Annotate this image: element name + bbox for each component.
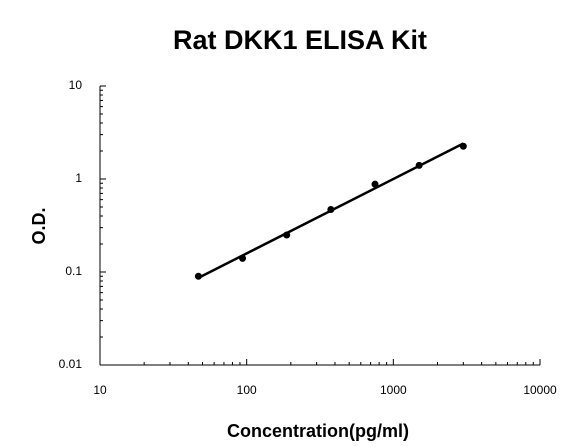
data-point: [283, 231, 291, 239]
data-point: [327, 205, 335, 213]
y-tick-label: 0.1: [65, 264, 82, 278]
data-point: [415, 161, 423, 169]
x-tick-label: 1000: [380, 383, 407, 397]
y-tick-label: 1: [75, 171, 82, 185]
y-tick-label: 0.01: [59, 357, 83, 371]
data-point: [459, 142, 467, 150]
x-axis-title: Concentration(pg/ml): [227, 421, 409, 441]
chart-title: Rat DKK1 ELISA Kit: [173, 25, 427, 55]
data-point: [239, 254, 247, 262]
x-tick-label: 10: [93, 383, 107, 397]
y-axis-title: O.D.: [29, 207, 49, 244]
y-tick-label: 10: [69, 78, 83, 92]
data-point: [371, 180, 379, 188]
x-tick-label: 10000: [523, 383, 557, 397]
data-point: [194, 272, 202, 280]
x-tick-label: 100: [237, 383, 257, 397]
